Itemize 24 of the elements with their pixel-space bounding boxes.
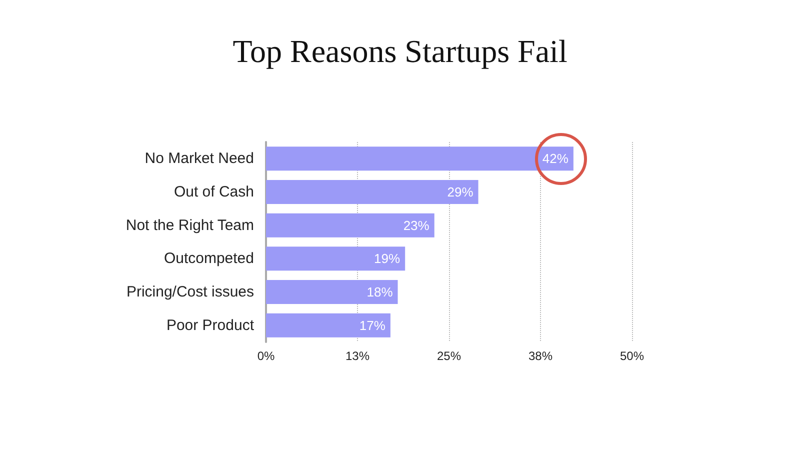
y-tick-label: Not the Right Team [126, 216, 254, 234]
data-label: 23% [403, 218, 430, 233]
x-tick-label: 25% [436, 349, 462, 363]
y-tick-label: No Market Need [144, 150, 254, 168]
y-tick-label: Outcompeted [164, 250, 254, 268]
data-label: 19% [374, 251, 401, 266]
y-tick-label: Poor Product [166, 316, 255, 334]
x-tick-label: 38% [528, 349, 553, 363]
data-label: 29% [447, 184, 474, 200]
bar [266, 180, 478, 204]
bar [266, 280, 398, 304]
bar [266, 313, 390, 338]
bar [266, 146, 574, 171]
chart-title: Top Reasons Startups Fail [232, 33, 568, 69]
y-tick-label: Pricing/Cost issues [126, 284, 254, 300]
data-label: 17% [359, 318, 386, 333]
bar [266, 246, 406, 271]
x-tick-label: 50% [620, 349, 644, 363]
y-tick-label: Out of Cash [174, 184, 254, 200]
bar [266, 213, 434, 238]
data-label: 42% [542, 151, 569, 166]
text: 0% [257, 349, 275, 363]
data-label: 18% [366, 284, 394, 300]
x-tick-label: 13% [345, 349, 370, 363]
